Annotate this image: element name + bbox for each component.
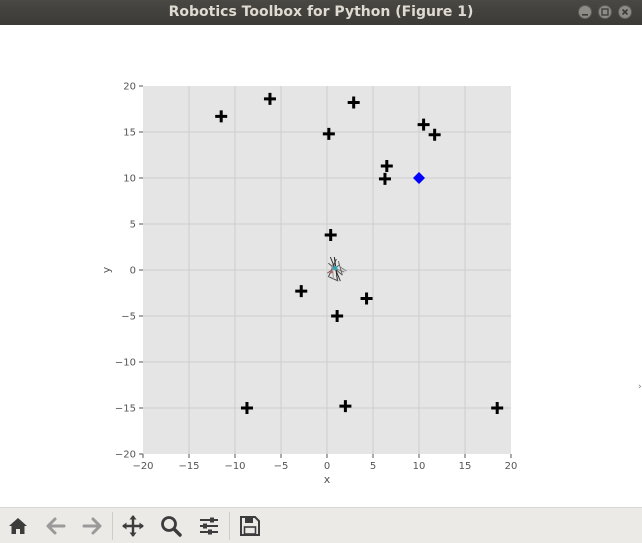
save-icon [240, 516, 260, 536]
minimize-button[interactable] [578, 5, 592, 19]
y-tick-label: 5 [130, 220, 136, 231]
toolbar-separator [112, 512, 113, 540]
x-tick-label: 0 [324, 461, 330, 472]
x-tick-label: 15 [459, 461, 472, 472]
landmark-point [295, 285, 308, 298]
data-points [215, 92, 504, 414]
forward-arrow-icon [82, 517, 102, 535]
subplots-icon [200, 517, 218, 535]
x-tick-label: −10 [224, 461, 245, 472]
pan-icon [122, 515, 144, 537]
y-tick-label: −20 [115, 450, 136, 461]
robot-stroke [337, 260, 343, 276]
home-icon [9, 518, 27, 534]
close-icon [621, 8, 629, 16]
zoom-button[interactable] [156, 511, 186, 541]
landmark-point [215, 110, 228, 123]
forward-button[interactable] [77, 511, 107, 541]
axis-ticks [139, 85, 512, 458]
landmark-point [347, 96, 360, 109]
y-tick-labels: −20 −15 −10 −5 0 5 10 15 20 [115, 82, 136, 461]
x-tick-label: 10 [413, 461, 426, 472]
robot-stroke [327, 264, 340, 274]
robot-stroke [331, 263, 334, 280]
robot-detail [330, 270, 333, 274]
robot-glyph [327, 256, 347, 282]
x-tick-label: 5 [370, 461, 376, 472]
subplots-button[interactable] [194, 511, 224, 541]
minimize-icon [582, 14, 588, 16]
pan-button[interactable] [118, 511, 148, 541]
robot-icon [327, 256, 347, 282]
y-tick-label: 10 [123, 174, 136, 185]
landmark-point [331, 310, 344, 322]
x-tick-labels: −20 −15 −10 −5 0 5 10 15 20 [132, 461, 517, 472]
y-tick-label: 20 [123, 82, 136, 93]
x-tick-label: −15 [178, 461, 199, 472]
window-titlebar[interactable] [0, 0, 642, 25]
window-edge-mark: › [638, 382, 642, 392]
maximize-button[interactable] [598, 5, 612, 19]
zoom-icon [161, 516, 182, 537]
landmark-point [360, 292, 373, 305]
x-tick-label: −5 [274, 461, 289, 472]
y-axis-label: y [100, 266, 113, 273]
landmark-point [491, 402, 504, 414]
landmark-point [378, 172, 391, 185]
goal-point [413, 172, 425, 184]
grid-lines [143, 86, 511, 454]
navigation-toolbar [0, 507, 642, 543]
landmark-point [324, 229, 337, 242]
home-button[interactable] [3, 511, 33, 541]
y-tick-label: 0 [130, 266, 136, 277]
maximize-icon [601, 8, 609, 16]
landmark-point [240, 402, 253, 414]
x-axis-label: x [324, 473, 331, 486]
landmark-point [380, 160, 393, 173]
robot-stroke [340, 266, 347, 272]
save-button[interactable] [235, 511, 265, 541]
x-tick-label: 20 [505, 461, 518, 472]
window-title: Robotics Toolbox for Python (Figure 1) [168, 4, 474, 20]
y-tick-label: −10 [115, 358, 136, 369]
y-tick-label: 15 [123, 128, 136, 139]
back-arrow-icon [46, 517, 66, 535]
y-tick-label: −15 [115, 404, 136, 415]
back-button[interactable] [41, 511, 71, 541]
landmark-point [263, 92, 276, 105]
landmark-point [339, 400, 352, 413]
landmark-point [417, 118, 430, 131]
landmark-point [428, 128, 441, 141]
landmark-point [322, 127, 335, 140]
close-button[interactable] [618, 5, 632, 19]
robot-center [333, 265, 338, 271]
y-tick-label: −5 [121, 312, 136, 323]
plot-axes[interactable]: −20 −15 −10 −5 0 5 10 15 20 −20−15−10−505101520 … [0, 25, 642, 507]
robot-stroke [329, 276, 339, 282]
x-tick-label: −20 [132, 461, 153, 472]
toolbar-separator [229, 512, 230, 540]
